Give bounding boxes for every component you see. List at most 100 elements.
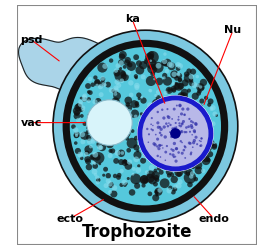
Point xyxy=(158,188,162,192)
Point xyxy=(153,132,158,136)
Point xyxy=(187,141,192,145)
Point xyxy=(133,112,137,116)
Point xyxy=(149,52,153,56)
Point xyxy=(99,134,103,138)
Point xyxy=(186,106,190,110)
Point xyxy=(180,140,184,144)
Point xyxy=(170,131,174,135)
Point xyxy=(135,184,139,188)
Point xyxy=(93,100,97,104)
Point xyxy=(174,125,178,129)
Point xyxy=(183,114,187,118)
Point xyxy=(118,124,122,128)
Point xyxy=(157,146,161,150)
Point xyxy=(135,104,139,108)
Point xyxy=(136,164,141,168)
Point xyxy=(149,59,153,63)
Point xyxy=(162,159,166,163)
Point xyxy=(159,104,163,108)
Point xyxy=(86,159,90,163)
Point xyxy=(173,99,177,103)
Point xyxy=(167,128,171,132)
Point xyxy=(121,134,125,138)
Point xyxy=(211,106,215,110)
Point xyxy=(173,187,177,191)
Point xyxy=(175,161,179,165)
Point xyxy=(134,55,138,59)
Point xyxy=(149,122,153,126)
Point xyxy=(181,126,185,130)
Point xyxy=(196,84,200,87)
Point xyxy=(126,106,130,110)
Point xyxy=(75,114,79,118)
Point xyxy=(173,155,178,159)
Point xyxy=(79,96,84,100)
Point xyxy=(176,139,181,143)
Point xyxy=(150,150,155,154)
Point xyxy=(207,146,211,150)
Point xyxy=(74,134,78,138)
Point xyxy=(149,127,153,131)
Point xyxy=(120,79,124,83)
Point xyxy=(147,154,151,158)
Point xyxy=(180,140,184,144)
Point xyxy=(125,58,130,62)
Point xyxy=(165,158,169,162)
Point xyxy=(189,75,193,79)
Point xyxy=(199,136,204,140)
Point xyxy=(86,84,90,88)
Point xyxy=(198,144,202,148)
Point xyxy=(87,99,91,103)
Point xyxy=(187,160,191,164)
Point xyxy=(164,122,169,126)
Point xyxy=(78,153,82,157)
Point xyxy=(156,147,160,151)
Point xyxy=(201,134,205,138)
Point xyxy=(153,143,157,147)
Point xyxy=(93,162,97,166)
Point xyxy=(141,159,145,163)
Point xyxy=(155,161,159,165)
Point xyxy=(116,84,121,87)
Point xyxy=(106,179,110,183)
Text: endo: endo xyxy=(198,214,229,224)
Point xyxy=(96,178,101,182)
Point xyxy=(149,79,153,83)
Point xyxy=(167,102,171,106)
Point xyxy=(100,119,105,123)
Point xyxy=(102,173,106,177)
Point xyxy=(118,74,123,78)
Point xyxy=(79,156,84,160)
Point xyxy=(115,151,120,155)
Point xyxy=(206,122,210,126)
Point xyxy=(190,133,194,137)
Text: psd: psd xyxy=(20,35,42,45)
Point xyxy=(162,116,166,120)
Point xyxy=(195,108,199,112)
Point xyxy=(104,123,109,127)
Point xyxy=(110,149,115,153)
Point xyxy=(125,102,130,106)
Point xyxy=(179,139,183,143)
Point xyxy=(121,72,125,76)
Point xyxy=(137,61,141,65)
Point xyxy=(101,77,105,81)
Point xyxy=(87,97,91,101)
Point xyxy=(175,134,179,138)
Point xyxy=(170,173,175,177)
Point xyxy=(172,88,176,92)
Point xyxy=(90,120,94,124)
Point xyxy=(134,157,138,161)
Point xyxy=(175,146,179,150)
Point xyxy=(176,150,181,154)
Point xyxy=(198,86,202,89)
Point xyxy=(142,177,147,181)
Point xyxy=(114,90,118,94)
Point xyxy=(192,138,196,142)
Point xyxy=(127,148,131,152)
Point xyxy=(145,110,149,114)
Point xyxy=(167,116,171,119)
Point xyxy=(150,111,154,115)
Point xyxy=(139,138,143,142)
Point xyxy=(71,125,76,129)
